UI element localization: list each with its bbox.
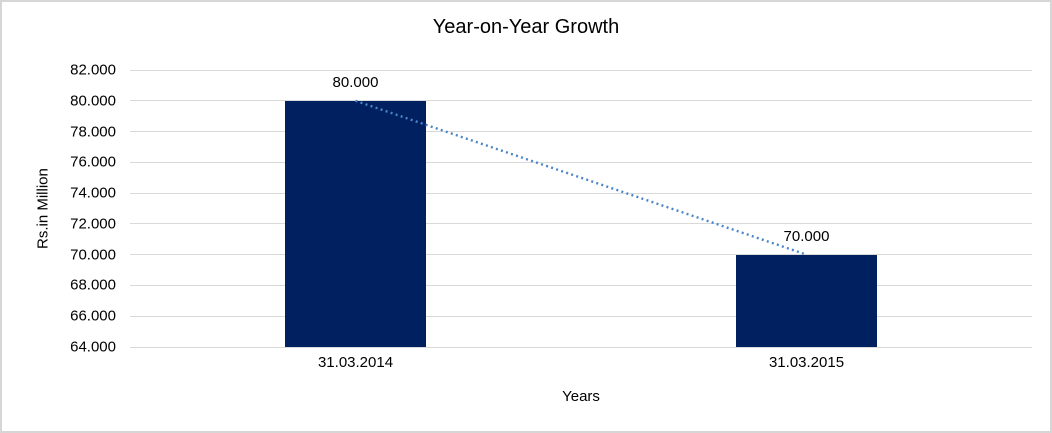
plot-area: 80.000 70.000 <box>130 69 1032 348</box>
y-tick-label: 80.000 <box>70 92 116 110</box>
y-tick-label: 68.000 <box>70 276 116 294</box>
gridline <box>130 223 1032 225</box>
gridline <box>130 346 1032 348</box>
y-tick-label: 76.000 <box>70 153 116 171</box>
y-tick-label: 82.000 <box>70 61 116 79</box>
y-tick-label: 78.000 <box>70 123 116 141</box>
x-tick-label: 31.03.2014 <box>317 354 394 371</box>
data-label: 80.000 <box>332 73 379 91</box>
y-tick-label: 70.000 <box>70 246 116 264</box>
bars: 80.000 70.000 <box>130 70 1032 347</box>
x-axis-tick-labels: 31.03.2014 31.03.2015 <box>130 354 1032 374</box>
gridline <box>130 315 1032 317</box>
gridline <box>130 254 1032 256</box>
trendline-segment <box>355 99 807 256</box>
gridline <box>130 284 1032 286</box>
chart-title: Year-on-Year Growth <box>432 16 620 38</box>
y-axis-tick-labels: 64.000 66.000 68.000 70.000 72.000 74.000 76.0… <box>2 62 122 356</box>
gridline <box>130 131 1032 133</box>
y-tick-label: 64.000 <box>70 338 116 356</box>
gridline <box>130 192 1032 194</box>
gridline <box>130 69 1032 71</box>
x-axis-title: Years <box>562 388 600 405</box>
gridline <box>130 161 1032 163</box>
gridlines <box>130 69 1032 348</box>
data-label: 70.000 <box>783 227 830 245</box>
trendline <box>355 99 807 256</box>
bar-31.03.2014 <box>285 100 426 347</box>
gridline <box>130 100 1032 102</box>
y-tick-label: 72.000 <box>70 215 116 233</box>
x-tick-label: 31.03.2015 <box>768 354 845 371</box>
y-tick-label: 66.000 <box>70 307 116 325</box>
bar-31.03.2015 <box>736 254 877 347</box>
y-tick-label: 74.000 <box>70 184 116 202</box>
